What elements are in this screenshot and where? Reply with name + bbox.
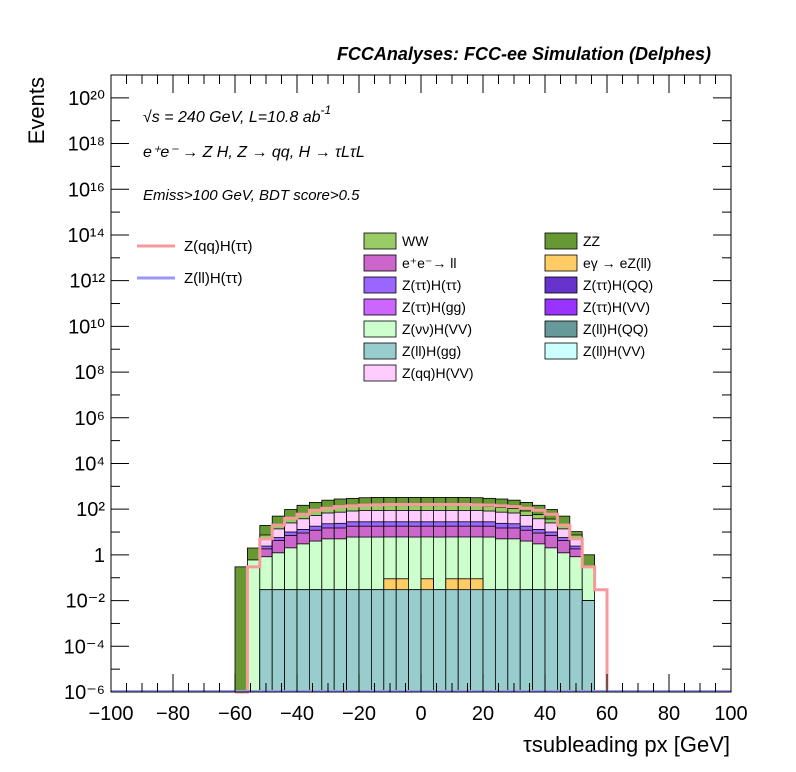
legend-swatch [544, 276, 578, 294]
x-axis-label: τsubleading px [GeV] [523, 732, 730, 757]
x-tick-label: 20 [472, 703, 494, 725]
bar-z-ll-h-gg--22 [507, 589, 521, 693]
legend-label: ZZ [583, 233, 601, 249]
bar-z-ll-h-gg--25 [544, 589, 558, 693]
bar-z-ll-h-gg--3 [271, 589, 286, 693]
legend-swatch [363, 276, 397, 294]
bar-z-ll-h-gg--26 [557, 589, 571, 693]
legend-label: Z(νν)H(VV) [402, 321, 472, 337]
chart-title: FCCAnalyses: FCC-ee Simulation (Delphes) [337, 44, 711, 64]
bar-z-ll-h-gg--18 [457, 589, 472, 693]
x-tick-label: −40 [280, 703, 314, 725]
annotation-energy: √s = 240 GeV, L=10.8 ab-1 [143, 103, 331, 126]
bar-z-ll-h-gg--23 [519, 589, 534, 693]
x-label-text: τsubleading px [GeV] [523, 732, 730, 757]
legend-label: Z(ll)H(ττ) [184, 270, 243, 287]
y-tick-label: 10⁻⁴ [64, 636, 105, 658]
x-tick-label: 60 [596, 703, 618, 725]
axis-ticks: −100 −80 −60 −40 −20 0 20 40 60 80 100 10⁻⁶ 10⁻⁴ 10⁻²… [64, 74, 748, 725]
legend-swatch [544, 232, 578, 250]
legend-swatch [363, 364, 397, 382]
y-tick-label: 10⁴ [74, 453, 105, 475]
bar-z-ll-h-gg--19 [470, 589, 484, 693]
bar-z-ll-h-gg--28 [581, 600, 596, 693]
bar-z-ll-h-gg--14 [408, 589, 422, 693]
bar-z-ll-h-gg--15 [420, 589, 434, 693]
x-tick-label: −20 [342, 703, 376, 725]
y-tick-label: 10¹⁴ [68, 225, 106, 247]
bar-z-ll-h-gg--27 [569, 589, 583, 693]
y-tick-label: 10²⁰ [68, 88, 105, 110]
histogram-stack [234, 496, 596, 693]
bar-z-ll-h-gg--21 [494, 589, 509, 693]
bar-z-ll-h-gg--17 [445, 589, 459, 693]
y-tick-label: 10¹⁰ [68, 316, 105, 338]
bar-z-ll-h-gg--8 [333, 589, 348, 693]
y-tick-label: 10⁸ [74, 362, 105, 384]
legend-swatch [363, 320, 397, 338]
legend-swatch [363, 254, 397, 272]
bar-z-ll-h-gg--5 [296, 589, 310, 693]
bar-z-ll-h-gg--9 [346, 589, 360, 693]
y-tick-label: 1 [94, 545, 105, 567]
legend-label: Z(ττ)H(gg) [402, 299, 466, 315]
legend-swatch [544, 320, 578, 338]
bar-z-ll-h-gg--11 [370, 589, 385, 693]
bar-z-ll-h-gg--13 [395, 589, 410, 693]
bar-z-ll-h-gg--16 [432, 589, 447, 693]
x-tick-label: 40 [534, 703, 556, 725]
y-axis-label: Events [24, 77, 49, 144]
legend-swatch [544, 254, 578, 272]
bar-z-ll-h-gg--2 [259, 589, 273, 693]
bar-z-ll-h-gg--12 [383, 589, 397, 693]
legend-label: Z(ττ)H(ττ) [402, 277, 461, 293]
bar-z-ll-h-gg--20 [482, 589, 496, 693]
y-tick-label: 10¹⁶ [68, 179, 105, 201]
bar-zz-0 [234, 566, 248, 693]
legend-label: Z(ττ)H(VV) [583, 299, 650, 315]
legend-label: Z(qq)H(VV) [402, 365, 474, 381]
bar-z-ll-h-gg--10 [358, 589, 372, 693]
bar-z-ll-h-gg--4 [284, 589, 298, 693]
legend-label: Z(qq)H(ττ) [184, 238, 253, 255]
legend-swatch [363, 298, 397, 316]
x-tick-label: −60 [218, 703, 252, 725]
x-tick-label: −100 [88, 703, 133, 725]
legend-label: e⁺e⁻→ ll [402, 255, 456, 271]
x-tick-label: 100 [714, 703, 747, 725]
y-tick-label: 10¹⁸ [68, 134, 105, 156]
y-tick-label: 10¹² [69, 271, 105, 293]
annotation-process: e⁺e⁻ → Z H, Z → qq, H → τLτL [143, 144, 365, 161]
legend-swatch [544, 298, 578, 316]
legend-swatch [544, 342, 578, 360]
x-tick-label: 0 [415, 703, 426, 725]
bar-z-h-vv--1 [246, 559, 261, 693]
annotation-selection: Emiss>100 GeV, BDT score>0.5 [143, 187, 360, 204]
x-tick-label: 80 [658, 703, 680, 725]
legend-label: Z(ll)H(QQ) [583, 321, 648, 337]
legend-label: eγ → eZ(ll) [583, 255, 651, 271]
legend: Z(qq)H(ττ) Z(ll)H(ττ) WW ZZ e⁺e⁻→ ll eγ → eZ(… [137, 232, 653, 382]
x-tick-label: −80 [156, 703, 190, 725]
y-tick-label: 10⁻² [66, 591, 106, 613]
bar-z-ll-h-gg--24 [532, 589, 546, 693]
signal-line-z-qq-h- [235, 503, 609, 694]
bar-z-ll-h-gg--7 [321, 589, 335, 693]
legend-label: Z(ll)H(VV) [583, 343, 645, 359]
y-tick-label: 10⁻⁶ [64, 682, 105, 704]
bar-z-ll-h-gg--6 [308, 589, 323, 693]
legend-swatch [363, 232, 397, 250]
y-tick-label: 10² [76, 499, 105, 521]
legend-swatch [363, 342, 397, 360]
legend-label: Z(ττ)H(QQ) [583, 277, 653, 293]
y-tick-label: 10⁶ [75, 408, 105, 430]
legend-label: WW [402, 233, 429, 249]
legend-label: Z(ll)H(gg) [402, 343, 461, 359]
